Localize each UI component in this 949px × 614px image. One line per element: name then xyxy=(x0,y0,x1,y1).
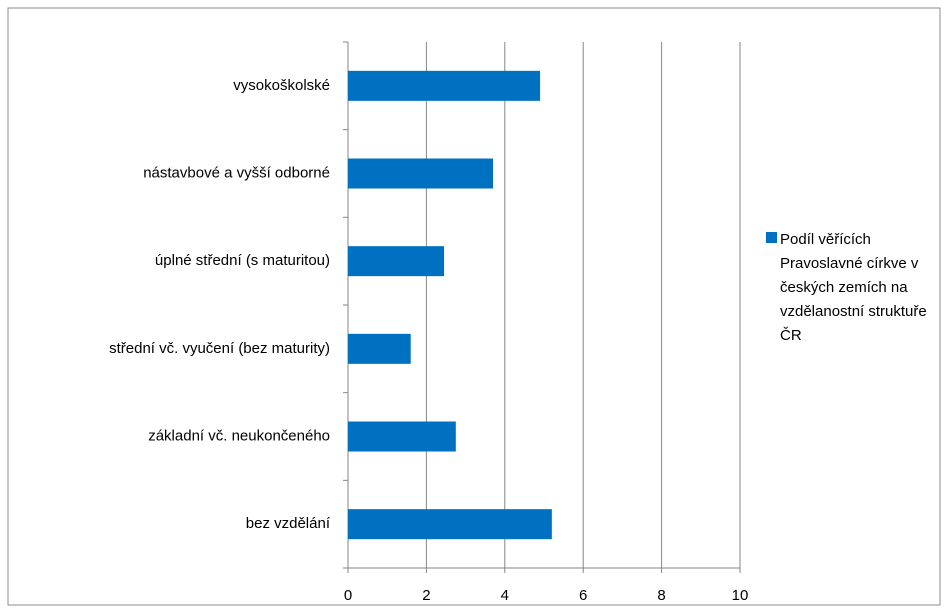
y-tick-label: vysokoškolské xyxy=(233,77,330,94)
bar xyxy=(348,70,541,101)
bar xyxy=(348,246,445,277)
y-tick-label: základní vč. neukončeného xyxy=(148,427,330,444)
x-tick-label: 2 xyxy=(422,587,430,604)
x-tick-label: 0 xyxy=(344,587,352,604)
bar xyxy=(348,333,411,364)
bar xyxy=(348,509,552,540)
y-tick-label: úplné střední (s maturitou) xyxy=(155,252,330,269)
bar xyxy=(348,158,494,189)
x-tick-label: 6 xyxy=(579,587,587,604)
x-tick-label: 4 xyxy=(501,587,509,604)
y-tick-label: bez vzdělání xyxy=(246,515,331,532)
y-tick-label: nástavbové a vyšší odborné xyxy=(143,164,330,181)
x-tick-label: 8 xyxy=(657,587,665,604)
x-tick-label: 10 xyxy=(732,587,749,604)
chart-frame xyxy=(7,7,941,606)
bar xyxy=(348,421,456,452)
legend-marker xyxy=(766,232,777,243)
y-tick-label: střední vč. vyučení (bez maturity) xyxy=(109,340,330,357)
legend-label: Podíl věřících Pravoslavné církve v česk… xyxy=(780,231,927,344)
